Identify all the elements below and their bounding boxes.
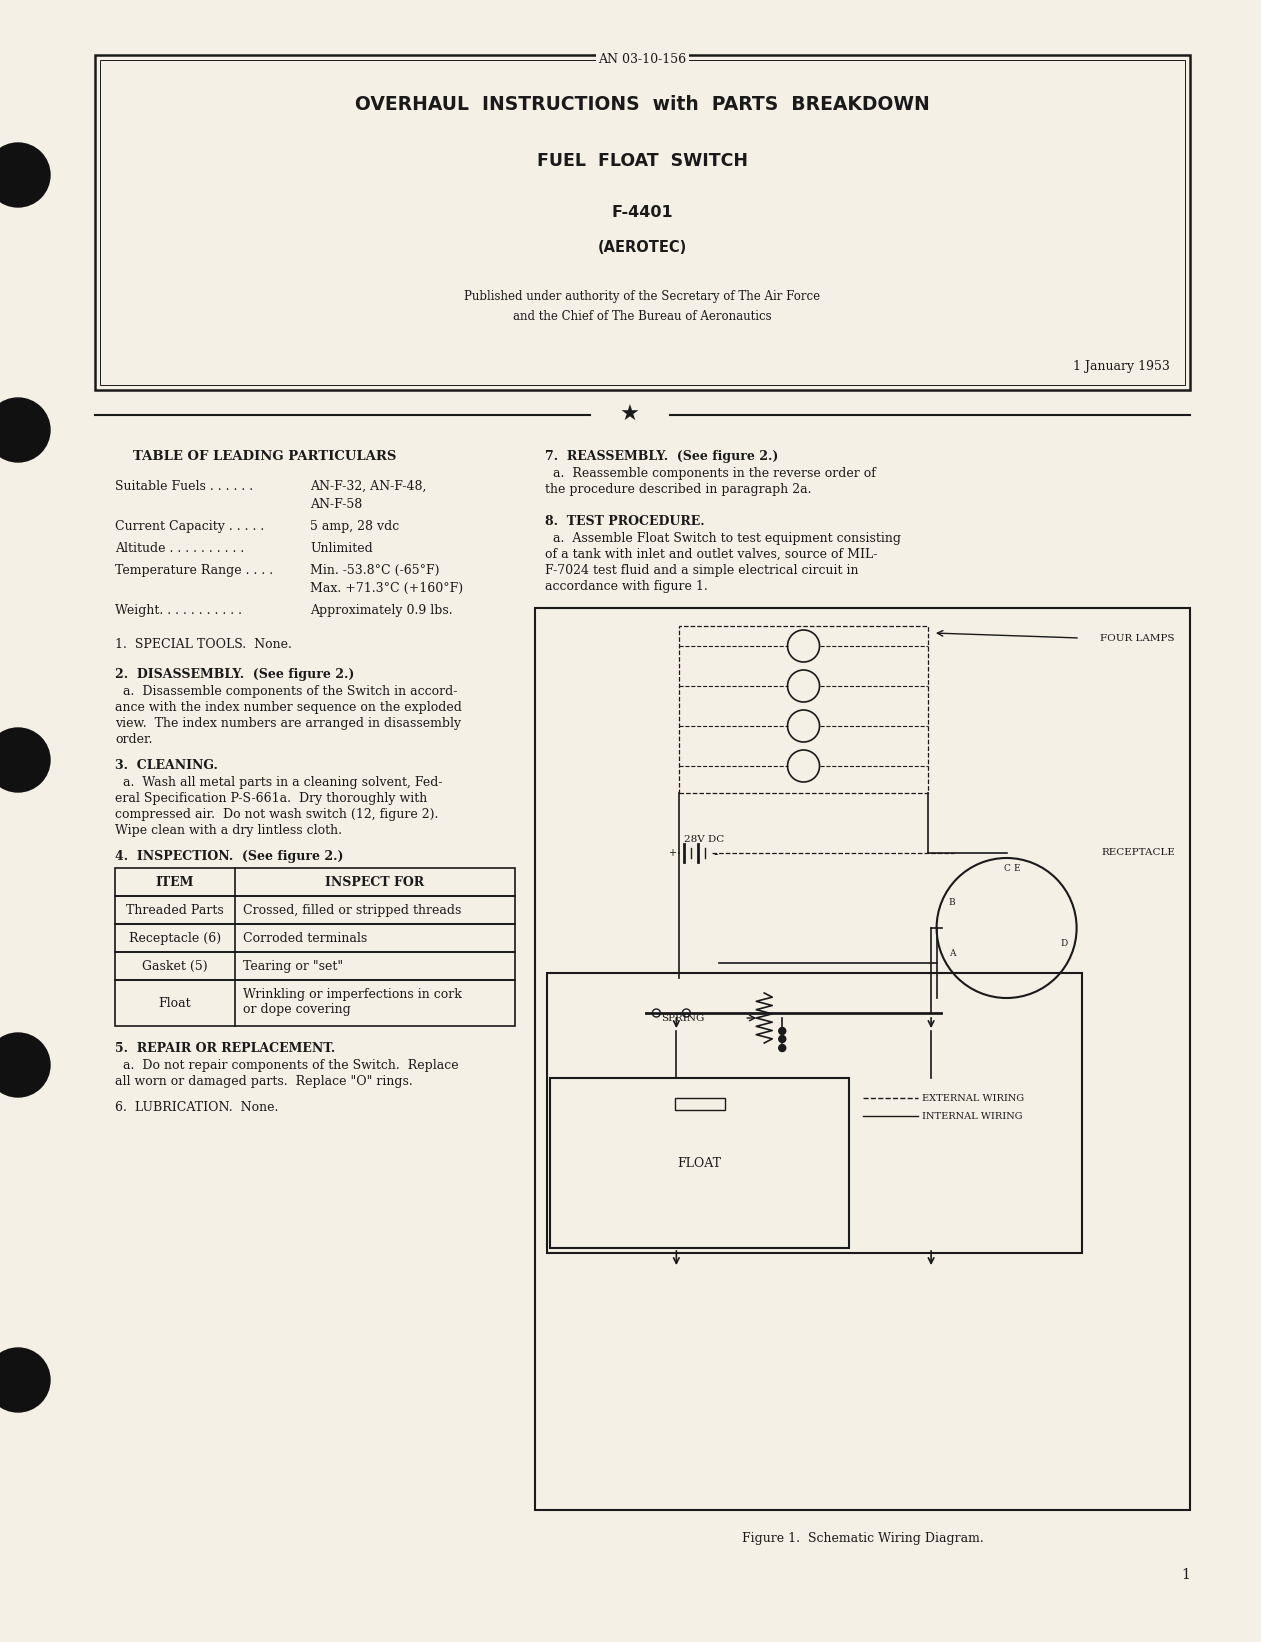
Text: RECEPTACLE: RECEPTACLE (1101, 847, 1175, 857)
Bar (95, 54, 1190, 391)
Text: FOUR LAMPS: FOUR LAMPS (1101, 634, 1175, 642)
Text: OVERHAUL  INSTRUCTIONS  with  PARTS  BREAKDOWN: OVERHAUL INSTRUCTIONS with PARTS BREAKDO… (356, 95, 929, 113)
Text: ★: ★ (620, 406, 641, 425)
Text: Altitude . . . . . . . . . .: Altitude . . . . . . . . . . (115, 542, 245, 555)
Text: the procedure described in paragraph 2a.: the procedure described in paragraph 2a. (545, 483, 812, 496)
Bar (115, 897, 514, 924)
Text: Approximately 0.9 lbs.: Approximately 0.9 lbs. (310, 604, 453, 617)
Text: Gasket (5): Gasket (5) (142, 959, 208, 972)
Bar (100, 61, 1185, 384)
Text: Wrinkling or imperfections in cork: Wrinkling or imperfections in cork (243, 988, 462, 1002)
Text: accordance with figure 1.: accordance with figure 1. (545, 580, 707, 593)
Text: 3.  CLEANING.: 3. CLEANING. (115, 759, 218, 772)
Text: Max. +71.3°C (+160°F): Max. +71.3°C (+160°F) (310, 581, 463, 594)
Text: eral Specification P-S-661a.  Dry thoroughly with: eral Specification P-S-661a. Dry thoroug… (115, 791, 427, 805)
Text: Published under authority of the Secretary of The Air Force: Published under authority of the Secreta… (464, 291, 821, 304)
Text: a.  Assemble Float Switch to test equipment consisting: a. Assemble Float Switch to test equipme… (545, 532, 902, 545)
Text: 28V DC: 28V DC (685, 836, 724, 844)
Circle shape (779, 1036, 786, 1043)
Text: Weight. . . . . . . . . . .: Weight. . . . . . . . . . . (115, 604, 242, 617)
Circle shape (0, 397, 50, 461)
Text: 2.  DISASSEMBLY.  (See figure 2.): 2. DISASSEMBLY. (See figure 2.) (115, 668, 354, 681)
Text: INSPECT FOR: INSPECT FOR (325, 875, 425, 888)
Text: FUEL  FLOAT  SWITCH: FUEL FLOAT SWITCH (537, 153, 748, 171)
Text: +: + (668, 847, 676, 859)
Text: F-7024 test fluid and a simple electrical circuit in: F-7024 test fluid and a simple electrica… (545, 563, 859, 576)
Bar (547, 974, 1082, 1253)
Text: Tearing or "set": Tearing or "set" (243, 959, 343, 972)
Bar (115, 924, 514, 952)
Text: Threaded Parts: Threaded Parts (126, 903, 224, 916)
Text: 1 January 1953: 1 January 1953 (1073, 360, 1170, 373)
Bar (115, 952, 514, 980)
Text: 8.  TEST PROCEDURE.: 8. TEST PROCEDURE. (545, 516, 705, 529)
Text: 1.  SPECIAL TOOLS.  None.: 1. SPECIAL TOOLS. None. (115, 639, 291, 650)
Text: Receptacle (6): Receptacle (6) (129, 931, 221, 944)
Bar (535, 608, 1190, 1511)
Text: view.  The index numbers are arranged in disassembly: view. The index numbers are arranged in … (115, 718, 462, 731)
Text: all worn or damaged parts.  Replace "O" rings.: all worn or damaged parts. Replace "O" r… (115, 1076, 412, 1089)
Text: compressed air.  Do not wash switch (12, figure 2).: compressed air. Do not wash switch (12, … (115, 808, 439, 821)
Text: 6.  LUBRICATION.  None.: 6. LUBRICATION. None. (115, 1102, 279, 1113)
Text: ance with the index number sequence on the exploded: ance with the index number sequence on t… (115, 701, 462, 714)
Text: Unlimited: Unlimited (310, 542, 373, 555)
Text: D: D (1061, 939, 1068, 947)
Text: -: - (714, 849, 719, 862)
Circle shape (0, 727, 50, 791)
Text: B: B (950, 898, 956, 906)
Bar (675, 1098, 725, 1110)
Text: Figure 1.  Schematic Wiring Diagram.: Figure 1. Schematic Wiring Diagram. (741, 1532, 984, 1545)
Text: 4.  INSPECTION.  (See figure 2.): 4. INSPECTION. (See figure 2.) (115, 851, 343, 864)
Text: F-4401: F-4401 (612, 205, 673, 220)
Text: order.: order. (115, 732, 153, 745)
Text: a.  Do not repair components of the Switch.  Replace: a. Do not repair components of the Switc… (115, 1059, 459, 1072)
Text: a.  Wash all metal parts in a cleaning solvent, Fed-: a. Wash all metal parts in a cleaning so… (115, 777, 443, 790)
Text: Wipe clean with a dry lintless cloth.: Wipe clean with a dry lintless cloth. (115, 824, 342, 837)
Text: A: A (950, 949, 956, 957)
Text: Current Capacity . . . . .: Current Capacity . . . . . (115, 521, 265, 534)
Text: 7.  REASSEMBLY.  (See figure 2.): 7. REASSEMBLY. (See figure 2.) (545, 450, 778, 463)
Text: (AEROTEC): (AEROTEC) (598, 240, 687, 255)
Text: a.  Reassemble components in the reverse order of: a. Reassemble components in the reverse … (545, 466, 876, 479)
Text: or dope covering: or dope covering (243, 1003, 351, 1016)
Circle shape (779, 1044, 786, 1051)
Text: Suitable Fuels . . . . . .: Suitable Fuels . . . . . . (115, 479, 253, 493)
Circle shape (0, 143, 50, 207)
Text: C: C (1004, 864, 1010, 872)
Text: ITEM: ITEM (156, 875, 194, 888)
Text: Crossed, filled or stripped threads: Crossed, filled or stripped threads (243, 903, 462, 916)
Text: a.  Disassemble components of the Switch in accord-: a. Disassemble components of the Switch … (115, 685, 458, 698)
Text: 5 amp, 28 vdc: 5 amp, 28 vdc (310, 521, 400, 534)
Text: of a tank with inlet and outlet valves, source of MIL-: of a tank with inlet and outlet valves, … (545, 548, 878, 562)
Text: AN-F-32, AN-F-48,: AN-F-32, AN-F-48, (310, 479, 426, 493)
Text: Float: Float (159, 997, 192, 1010)
Text: AN 03-10-156: AN 03-10-156 (599, 53, 686, 66)
Text: and the Chief of The Bureau of Aeronautics: and the Chief of The Bureau of Aeronauti… (513, 310, 772, 323)
Bar (550, 1079, 850, 1248)
Bar (115, 980, 514, 1026)
Circle shape (779, 1028, 786, 1034)
Text: EXTERNAL WIRING: EXTERNAL WIRING (923, 1094, 1025, 1102)
Circle shape (0, 1348, 50, 1412)
Circle shape (682, 1008, 690, 1016)
Text: Temperature Range . . . .: Temperature Range . . . . (115, 563, 274, 576)
Text: INTERNAL WIRING: INTERNAL WIRING (923, 1112, 1023, 1120)
Circle shape (0, 1033, 50, 1097)
Text: SPRING: SPRING (661, 1013, 704, 1023)
Bar (115, 869, 514, 897)
Text: E: E (1014, 864, 1020, 874)
Circle shape (652, 1008, 661, 1016)
Text: 5.  REPAIR OR REPLACEMENT.: 5. REPAIR OR REPLACEMENT. (115, 1043, 335, 1056)
Text: AN-F-58: AN-F-58 (310, 498, 362, 511)
Bar (680, 626, 928, 793)
Text: 1: 1 (1182, 1568, 1190, 1581)
Text: FLOAT: FLOAT (677, 1156, 721, 1169)
Text: TABLE OF LEADING PARTICULARS: TABLE OF LEADING PARTICULARS (134, 450, 397, 463)
Text: Min. -53.8°C (-65°F): Min. -53.8°C (-65°F) (310, 563, 440, 576)
Text: Corroded terminals: Corroded terminals (243, 931, 367, 944)
